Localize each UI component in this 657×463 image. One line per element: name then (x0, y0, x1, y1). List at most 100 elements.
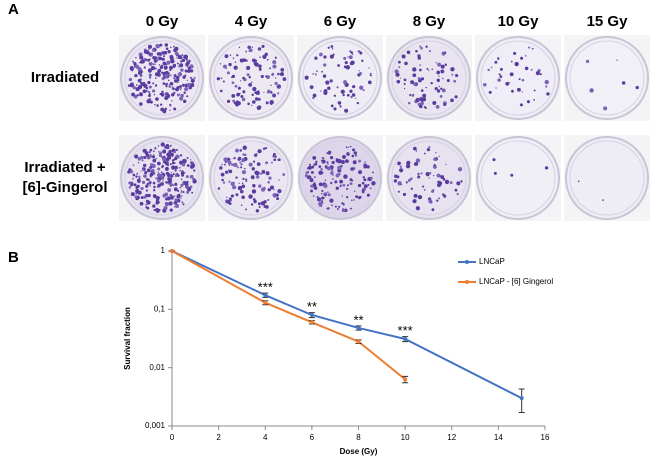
colony (228, 180, 231, 183)
x-tick-label: 4 (263, 433, 268, 442)
colony (363, 178, 367, 182)
colony (219, 89, 223, 93)
colony (249, 48, 252, 51)
colony (190, 83, 195, 88)
colony (239, 161, 242, 164)
colony (334, 205, 337, 208)
colony (232, 57, 235, 59)
colony (222, 80, 225, 83)
colony (526, 100, 530, 104)
colony (261, 187, 266, 192)
colony (144, 171, 148, 175)
colony (173, 187, 178, 192)
colony (240, 166, 243, 169)
colony (334, 180, 338, 184)
colony (428, 177, 430, 179)
colony (446, 79, 450, 83)
point (356, 325, 361, 330)
colony (327, 46, 330, 49)
colony (341, 195, 343, 197)
dish-rim (124, 40, 200, 116)
colony (170, 171, 173, 174)
colony (189, 76, 193, 80)
colony (183, 91, 186, 94)
colony (367, 183, 370, 186)
colony (223, 157, 228, 162)
x-tick-label: 16 (541, 433, 550, 442)
colony (539, 73, 542, 76)
colony (179, 166, 181, 169)
colony (372, 171, 374, 174)
colony (498, 73, 501, 76)
colony (135, 87, 140, 92)
colony (228, 169, 233, 174)
colony (223, 163, 226, 166)
colony (413, 146, 417, 151)
colony (135, 84, 138, 86)
colony (187, 66, 191, 70)
colony (154, 72, 160, 77)
colony (348, 55, 353, 60)
colony (488, 90, 492, 94)
colony (142, 163, 147, 168)
colony (453, 79, 457, 83)
colony (173, 48, 177, 53)
colony (152, 48, 155, 51)
point (263, 293, 268, 298)
colony (413, 162, 417, 166)
colony (163, 50, 168, 55)
colony (141, 159, 144, 162)
colony (183, 54, 188, 60)
colony (403, 78, 407, 82)
colony (371, 181, 376, 186)
colony (616, 59, 618, 61)
colony (330, 171, 334, 175)
colony (304, 75, 309, 80)
colony (251, 167, 255, 171)
dish (565, 36, 649, 120)
colony (270, 185, 274, 190)
dish-rim (569, 140, 645, 216)
colony (352, 148, 356, 152)
colony (429, 149, 431, 151)
colony (187, 69, 191, 73)
colony (186, 164, 190, 167)
colony (155, 59, 158, 63)
colony (327, 86, 331, 90)
colony (309, 85, 314, 90)
colony (190, 78, 195, 83)
colony (139, 102, 143, 106)
colony (186, 95, 189, 98)
colony (153, 56, 158, 60)
colony (176, 174, 180, 177)
significance: *** (398, 323, 413, 338)
colony (407, 178, 411, 182)
colony (222, 181, 226, 184)
colony (355, 195, 359, 199)
colony (135, 64, 140, 69)
significance: *** (258, 280, 273, 295)
dish-rim (302, 140, 378, 216)
colony (259, 56, 262, 59)
colony (317, 197, 322, 202)
colony (166, 71, 169, 74)
colony (341, 202, 344, 205)
colony (167, 49, 171, 54)
colony (185, 180, 189, 184)
colony (239, 149, 243, 152)
colony (274, 81, 278, 86)
colony (369, 187, 372, 190)
colony (149, 77, 151, 80)
colony (147, 58, 150, 62)
colony (277, 92, 280, 95)
colony (265, 205, 269, 209)
colony (147, 80, 151, 85)
colony (361, 189, 365, 193)
colony (415, 49, 418, 53)
colony (164, 73, 169, 78)
colony (394, 174, 398, 178)
colony (179, 160, 182, 164)
colony (355, 97, 357, 100)
colony (239, 189, 244, 194)
colony (219, 166, 223, 170)
